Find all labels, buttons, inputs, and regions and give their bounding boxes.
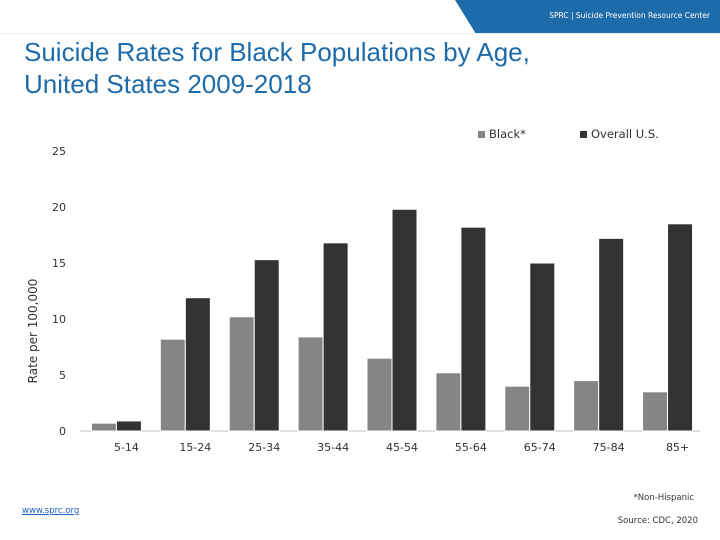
- y-tick-label: 0: [59, 425, 66, 438]
- bar-overall-85+: [667, 223, 694, 432]
- slide-title: Suicide Rates for Black Populations by A…: [24, 36, 664, 100]
- x-tick-label: 65-74: [524, 441, 556, 454]
- y-tick-label: 10: [52, 313, 66, 326]
- legend-label-black: Black*: [489, 127, 526, 141]
- bar-overall-55-64: [460, 226, 487, 432]
- legend-swatch-black: [478, 131, 485, 138]
- bar-black-85+: [642, 391, 669, 432]
- bar-overall-45-54: [391, 208, 418, 432]
- chart-area: 0 5 10 15 20 25 Rate per 100,000 5-14 15-24 25-34…: [0, 118, 720, 468]
- y-axis-title: Rate per 100,000: [26, 279, 40, 384]
- bar-overall-35-44: [322, 242, 349, 432]
- legend-label-overall: Overall U.S.: [591, 127, 659, 141]
- bar-overall-75-84: [598, 237, 625, 432]
- bar-black-35-44: [297, 336, 324, 432]
- x-tick-label: 85+: [666, 441, 689, 454]
- legend-swatch-overall: [580, 131, 587, 138]
- slide-title-line-1: Suicide Rates for Black Populations by A…: [24, 37, 530, 67]
- x-tick-label: 25-34: [248, 441, 280, 454]
- bar-black-45-54: [366, 357, 393, 432]
- bar-black-15-24: [159, 338, 186, 432]
- bar-overall-25-34: [253, 259, 280, 432]
- x-tick-label: 35-44: [317, 441, 349, 454]
- x-tick-label: 45-54: [386, 441, 418, 454]
- bar-black-75-84: [573, 380, 600, 432]
- source-note: Source: CDC, 2020: [617, 516, 698, 526]
- x-tick-label: 5-14: [114, 441, 139, 454]
- bar-black-25-34: [228, 316, 255, 432]
- x-tick-label: 15-24: [179, 441, 211, 454]
- bar-black-65-74: [504, 385, 531, 432]
- footnote: *Non-Hispanic: [633, 493, 694, 503]
- x-tick-label: 75-84: [593, 441, 625, 454]
- header-band-shape: [0, 0, 720, 34]
- y-tick-label: 5: [59, 369, 66, 382]
- x-tick-label: 55-64: [455, 441, 487, 454]
- slide-title-line-2: United States 2009-2018: [24, 69, 312, 99]
- bar-black-5-14: [90, 422, 117, 432]
- bar-overall-65-74: [529, 262, 556, 432]
- header-band: SPRC | Suicide Prevention Resource Cente…: [0, 0, 720, 34]
- org-label: SPRC | Suicide Prevention Resource Cente…: [549, 11, 710, 20]
- y-tick-label: 20: [52, 201, 66, 214]
- bar-overall-15-24: [184, 297, 211, 432]
- bar-overall-5-14: [115, 420, 142, 432]
- bar-black-55-64: [435, 372, 462, 432]
- bar-chart: 0 5 10 15 20 25 Rate per 100,000 5-14 15-24 25-34…: [26, 127, 700, 454]
- y-tick-label: 15: [52, 257, 66, 270]
- website-link[interactable]: www.sprc.org: [22, 506, 80, 516]
- y-tick-label: 25: [52, 145, 66, 158]
